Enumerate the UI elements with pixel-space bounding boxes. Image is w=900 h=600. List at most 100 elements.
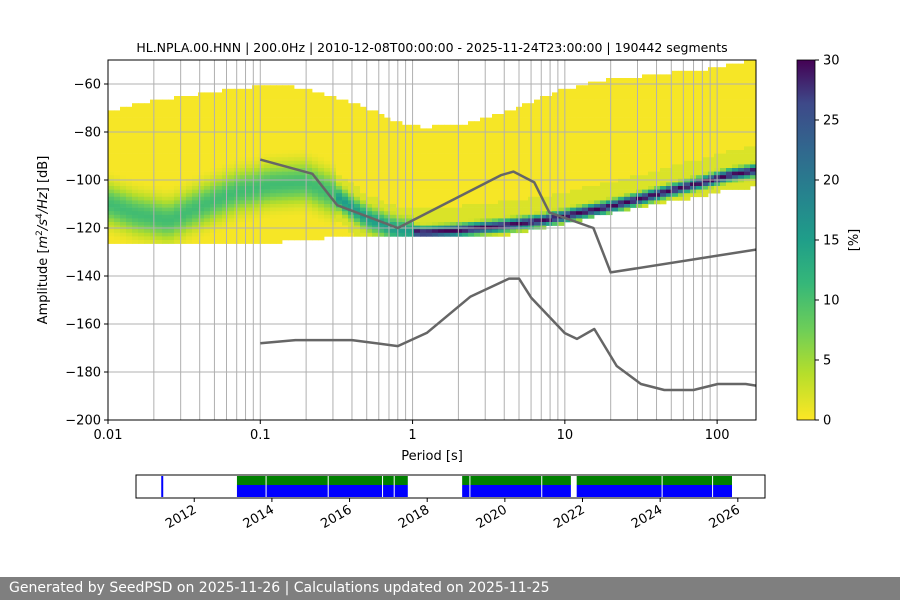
heatmap-cell [144,117,151,122]
heatmap-cell [246,189,253,194]
heatmap-cell [252,128,259,133]
heatmap-cell [300,153,307,158]
heatmap-cell [168,103,175,108]
heatmap-cell [504,114,511,118]
heatmap-cell [108,124,115,129]
heatmap-cell [726,106,733,111]
heatmap-cell [270,153,277,158]
heatmap-cell [378,124,385,129]
heatmap-cell [144,114,151,118]
heatmap-cell [348,211,355,216]
heatmap-cell [228,96,235,100]
heatmap-cell [552,103,559,108]
heatmap-cell [564,88,571,93]
heatmap-cell [282,193,289,198]
heatmap-cell [474,164,481,169]
heatmap-cell [198,218,205,223]
heatmap-cell [192,142,199,147]
heatmap-cell [534,171,541,176]
heatmap-cell [282,200,289,205]
heatmap-cell [624,117,631,122]
heatmap-cell [684,139,691,144]
heatmap-cell [618,96,625,100]
heatmap-cell [294,139,301,144]
heatmap-cell [426,175,433,180]
heatmap-cell [354,150,361,154]
heatmap-cell [180,142,187,147]
heatmap-cell [720,110,727,115]
heatmap-cell [366,175,373,180]
heatmap-cell [648,171,655,176]
heatmap-cell [744,114,751,118]
heatmap-cell [456,200,463,205]
heatmap-cell [300,150,307,154]
heatmap-cell [396,232,403,237]
heatmap-cell [498,121,505,126]
heatmap-cell [504,139,511,144]
heatmap-cell [588,186,595,190]
heatmap-cell [702,168,709,172]
heatmap-cell [600,139,607,144]
heatmap-cell [150,186,157,190]
heatmap-cell [336,178,343,183]
heatmap-cell [306,157,313,162]
heatmap-cell [324,207,331,212]
heatmap-cell [108,182,115,187]
heatmap-cell [438,139,445,144]
heatmap-cell [588,117,595,122]
heatmap-cell [504,229,511,234]
heatmap-cell [660,168,667,172]
heatmap-cell [744,142,751,147]
heatmap-cell [660,139,667,144]
heatmap-cell [222,103,229,108]
heatmap-cell [300,99,307,104]
heatmap-cell [426,128,433,133]
heatmap-cell [318,153,325,158]
heatmap-cell [702,99,709,104]
heatmap-cell [306,103,313,108]
heatmap-cell [618,106,625,111]
heatmap-cell [552,171,559,176]
heatmap-cell [354,153,361,158]
heatmap-cell [660,182,667,187]
heatmap-cell [558,150,565,154]
heatmap-cell [564,121,571,126]
heatmap-cell [678,175,685,180]
heatmap-cell [150,211,157,216]
heatmap-cell [498,178,505,183]
heatmap-cell [306,236,313,241]
heatmap-cell [510,146,517,151]
heatmap-cell [510,182,517,187]
heatmap-cell [456,128,463,133]
heatmap-cell [738,78,745,82]
heatmap-cell [216,132,223,136]
heatmap-cell [720,153,727,158]
heatmap-cell [114,157,121,162]
heatmap-cell [324,121,331,126]
heatmap-cell [726,157,733,162]
heatmap-cell [162,175,169,180]
heatmap-cell [282,157,289,162]
heatmap-cell [468,200,475,205]
heatmap-cell [192,207,199,212]
heatmap-cell [684,196,691,201]
heatmap-cell [234,128,241,133]
heatmap-cell [132,110,139,115]
heatmap-cell [558,153,565,158]
heatmap-cell [606,153,613,158]
heatmap-cell [522,124,529,129]
heatmap-cell [180,222,187,226]
heatmap-cell [168,229,175,234]
heatmap-cell [168,232,175,237]
heatmap-cell [558,222,565,226]
heatmap-cell [564,117,571,122]
heatmap-cell [282,232,289,237]
heatmap-cell [552,99,559,104]
heatmap-cell [300,211,307,216]
heatmap-cell [108,218,115,223]
heatmap-cell [630,157,637,162]
heatmap-cell [504,204,511,208]
heatmap-cell [288,85,295,90]
heatmap-cell [666,164,673,169]
heatmap-cell [678,186,685,190]
